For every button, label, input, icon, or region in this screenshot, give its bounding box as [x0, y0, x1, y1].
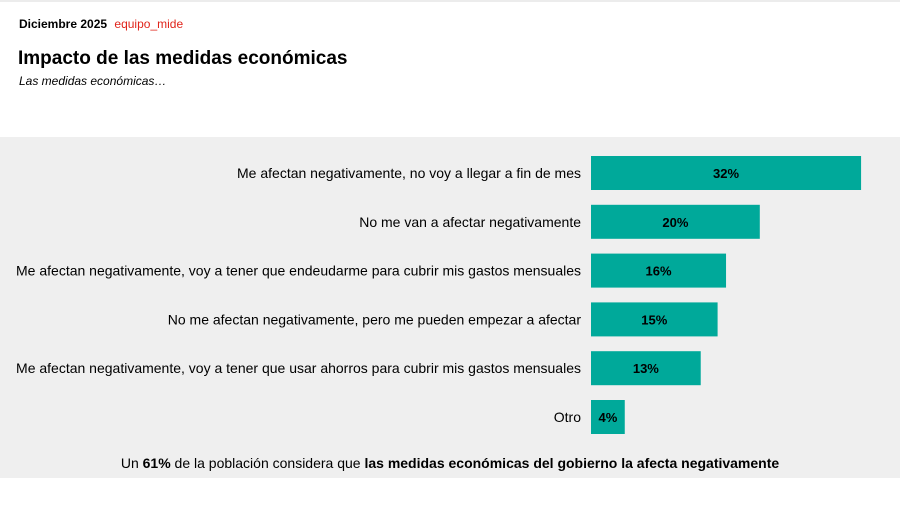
- bar-chart: 32% Me afectan negativamente, no voy a ll…: [16, 156, 862, 434]
- category-label: Otro: [554, 409, 581, 425]
- top-border: [0, 0, 900, 2]
- bar: [591, 351, 701, 386]
- data-label: 15%: [641, 312, 667, 327]
- footer-middle: de la población considera que: [170, 455, 365, 471]
- bar: [591, 156, 862, 190]
- chart-panel: [0, 137, 900, 478]
- bar: [591, 400, 625, 434]
- category-label: Me afectan negativamente, no voy a llega…: [237, 165, 581, 181]
- page-title: Impacto de las medidas económicas: [18, 48, 348, 69]
- bar: [591, 253, 727, 288]
- page-subtitle: Las medidas económicas…: [19, 74, 167, 88]
- footer-prefix: Un: [120, 455, 143, 471]
- category-label: Me afectan negativamente, voy a tener qu…: [16, 263, 581, 279]
- footer-note: Un 61% de la población considera que las…: [0, 455, 900, 471]
- data-label: 4%: [598, 410, 617, 425]
- bar: [591, 204, 760, 239]
- footer-bold: las medidas económicas del gobierno la a…: [364, 455, 780, 471]
- data-label: 16%: [646, 264, 672, 279]
- category-label: No me afectan negativamente, pero me pue…: [168, 311, 582, 327]
- data-label: 32%: [713, 166, 739, 181]
- team-label: equipo_mide: [114, 17, 184, 31]
- bar: [591, 302, 718, 337]
- category-label: No me van a afectar negativamente: [359, 214, 581, 230]
- meta-line: Diciembre 2025 equipo_mide: [19, 17, 183, 31]
- data-label: 13%: [633, 361, 659, 376]
- footer-highlight: 61%: [142, 455, 171, 471]
- category-label: Me afectan negativamente, voy a tener qu…: [16, 360, 581, 376]
- date-label: Diciembre 2025: [19, 17, 108, 31]
- data-label: 20%: [662, 215, 688, 230]
